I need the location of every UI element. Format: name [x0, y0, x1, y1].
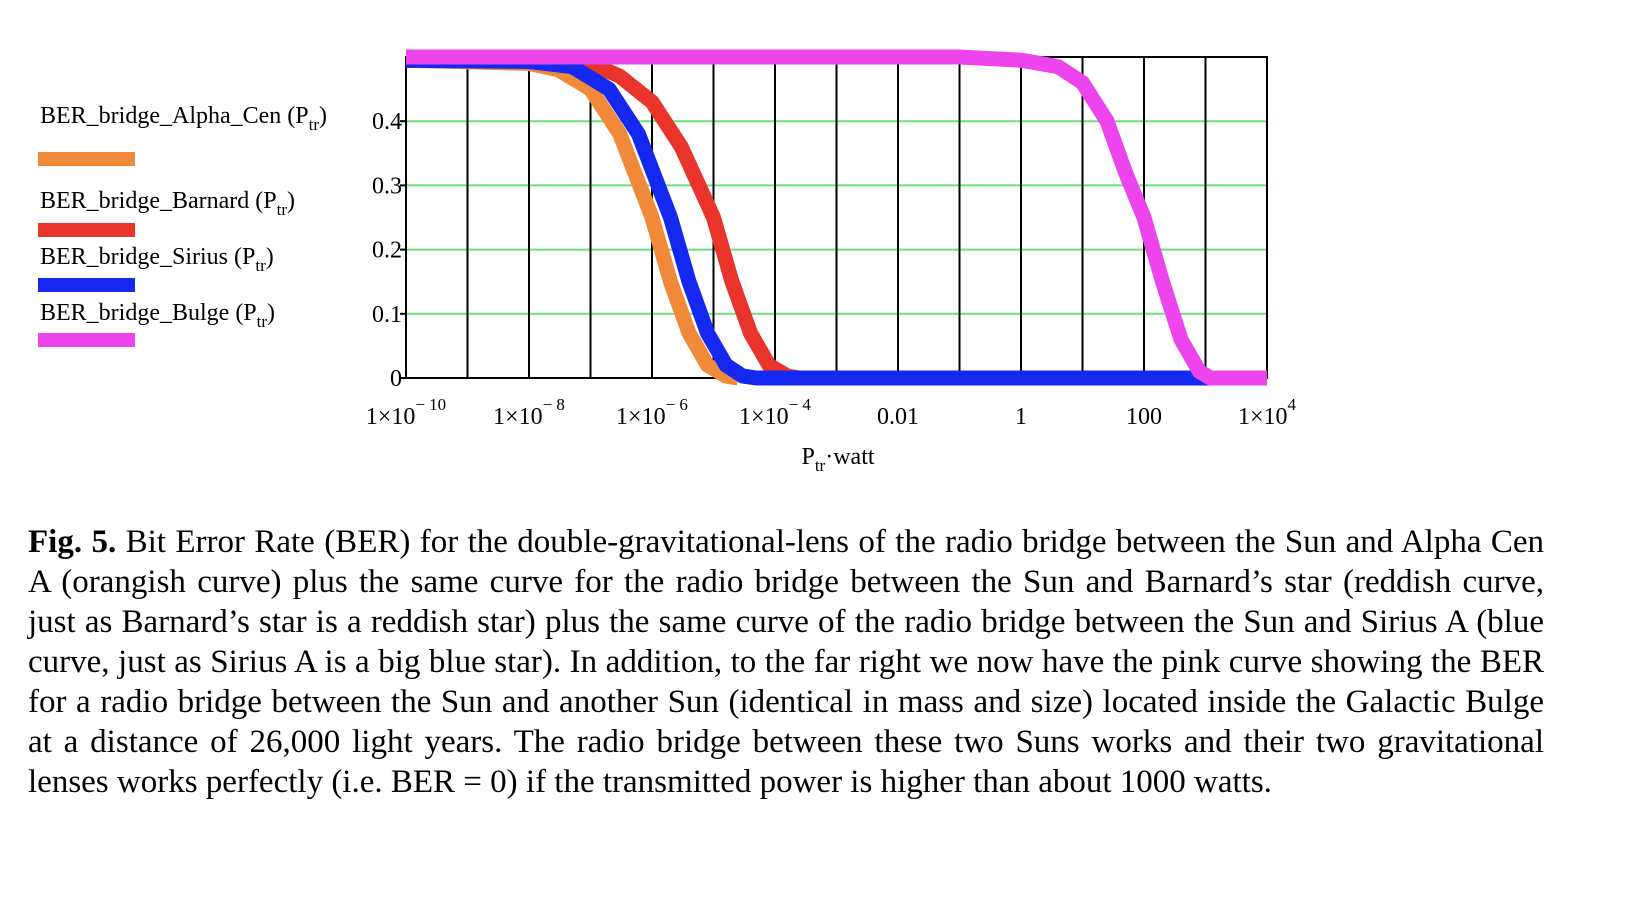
- y-tick-label: 0.1: [372, 302, 402, 328]
- legend-swatch-3: [38, 333, 135, 347]
- x-tick-label: 1×104: [1238, 395, 1297, 430]
- legend-swatch-0: [38, 152, 135, 166]
- x-tick-label: 100: [1126, 404, 1162, 430]
- x-tick-label: 1: [1015, 404, 1027, 430]
- legend-label-0: BER_bridge_Alpha_Cen (Ptr): [40, 103, 327, 134]
- x-axis-label: Ptr·watt: [801, 444, 874, 475]
- legend-label-3: BER_bridge_Bulge (Ptr): [40, 300, 275, 331]
- x-tick-label: 1×10− 4: [739, 395, 811, 430]
- y-tick-label: 0: [390, 366, 402, 392]
- legend: BER_bridge_Alpha_Cen (Ptr) BER_bridge_Bar…: [38, 103, 327, 347]
- x-axis-ticks: 1×10− 10 1×10− 8 1×10− 6 1×10− 4 0.01 1 100 1×1…: [366, 395, 1297, 430]
- series-line-0: [405, 52, 740, 386]
- legend-swatch-2: [38, 278, 135, 292]
- y-tick-label: 0.4: [372, 109, 402, 135]
- plot-area: [405, 49, 1268, 386]
- x-tick-label: 1×10− 10: [366, 395, 446, 430]
- caption-label: Fig. 5.: [28, 524, 117, 560]
- legend-label-2: BER_bridge_Sirius (Ptr): [40, 244, 274, 275]
- series-line-3: [406, 49, 1267, 386]
- figure-caption: Fig. 5. Bit Error Rate (BER) for the dou…: [28, 522, 1544, 802]
- y-axis-ticks: 0 0.1 0.2 0.3 0.4: [372, 109, 406, 392]
- x-tick-label: 1×10− 6: [616, 395, 688, 430]
- legend-swatch-1: [38, 223, 135, 237]
- y-tick-label: 0.3: [372, 173, 402, 199]
- x-tick-label: 0.01: [877, 404, 919, 430]
- y-tick-label: 0.2: [372, 238, 402, 264]
- legend-label-1: BER_bridge_Barnard (Ptr): [40, 188, 295, 219]
- caption-text: Bit Error Rate (BER) for the double-grav…: [28, 524, 1545, 800]
- ber-chart: BER_bridge_Alpha_Cen (Ptr) BER_bridge_Bar…: [38, 49, 1297, 475]
- series-line-2: [405, 52, 1235, 386]
- x-tick-label: 1×10− 8: [493, 395, 565, 430]
